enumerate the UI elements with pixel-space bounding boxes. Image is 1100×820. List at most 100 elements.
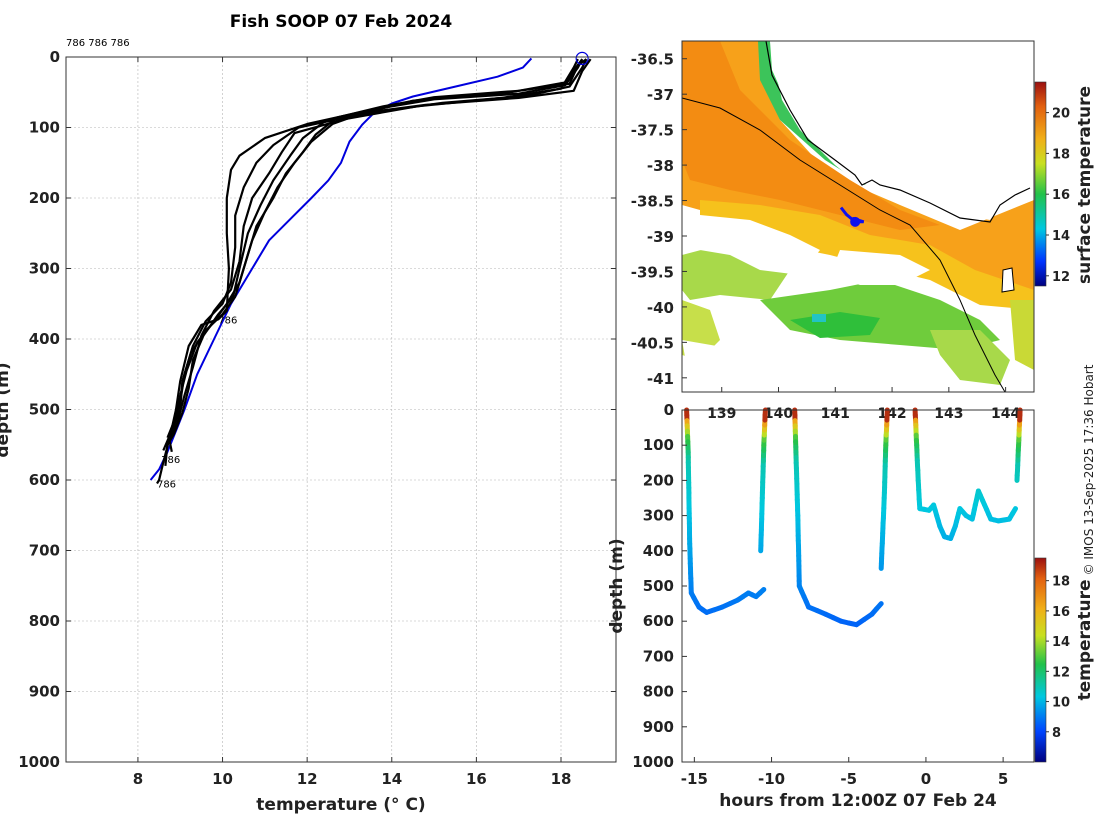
section-casts <box>684 407 1023 628</box>
profile-y-tick-label: 500 <box>29 401 60 419</box>
section-colorbar-tick-label: 12 <box>1052 665 1070 680</box>
profile-y-tick-label: 800 <box>29 612 60 630</box>
section-colorbar-tick-label: 14 <box>1052 635 1070 650</box>
profile-start-marker <box>575 51 589 66</box>
profile-cast-label: 786 <box>157 480 176 491</box>
profile-series <box>149 51 592 485</box>
section-y-label: depth (m) <box>607 538 627 633</box>
section-ticks: -15 -10 -5 0 5010020030040050060070080090010… <box>632 401 1008 788</box>
sst-south-patch-5 <box>930 330 1010 385</box>
section-x-tick-label: 0 <box>921 770 931 788</box>
map-y-tick-label: -37 <box>647 86 674 104</box>
map-colorbar <box>1034 81 1047 287</box>
profile-cast-label: 786 <box>218 315 237 326</box>
profile-y-tick-label: 300 <box>29 260 60 278</box>
map-colorbar-ticks: 12 14 16 18 20 <box>1046 107 1070 285</box>
sst-warm-region <box>682 41 1034 300</box>
section-y-tick-label: 600 <box>643 612 674 630</box>
map-y-tick-label: -39.5 <box>631 263 674 281</box>
sst-hot-region <box>682 41 940 230</box>
map-y-tick-label: -40 <box>647 299 674 317</box>
map-x-tick-label: 141 <box>821 406 850 422</box>
section-y-tick-label: 500 <box>643 577 674 595</box>
ship-track-marker <box>850 216 861 227</box>
profile-y-tick-label: 1000 <box>18 753 60 771</box>
section-x-tick-label: -15 <box>681 770 708 788</box>
section-cast-segment <box>1009 506 1018 517</box>
profile-line-cast-5 <box>162 58 584 451</box>
map-y-tick-label: -38 <box>647 157 674 175</box>
profile-x-tick-label: 14 <box>381 770 402 788</box>
sst-cloud-2 <box>830 250 930 285</box>
section-colorbar-ticks: 8 10 12 14 16 18 <box>1046 575 1070 741</box>
map-coastline <box>765 41 1031 223</box>
profile-x-tick-label: 10 <box>212 770 233 788</box>
section-x-tick-label: 5 <box>998 770 1008 788</box>
map-panel: -36.5 -37 -37.5 -38 -38.5 -39 -39.5 -40 -40.5 -41… <box>631 40 1095 422</box>
profile-x-tick-label: 8 <box>133 770 143 788</box>
map-field <box>682 41 1034 392</box>
map-x-tick-label: 144 <box>991 406 1020 422</box>
section-y-tick-label: 300 <box>643 507 674 525</box>
profile-y-tick-label: 700 <box>29 542 60 560</box>
section-cast-segment <box>874 601 884 612</box>
profile-y-tick-label: 400 <box>29 330 60 348</box>
map-colorbar-tick-label: 16 <box>1052 188 1070 203</box>
map-colorbar-tick-label: 18 <box>1052 147 1070 162</box>
page-title: Fish SOOP 07 Feb 2024 <box>230 12 453 32</box>
map-x-tick-label: 142 <box>877 406 906 422</box>
profile-line-cast-1 <box>156 58 584 485</box>
profile-grid <box>66 56 616 763</box>
section-x-label: hours from 12:00Z 07 Feb 24 <box>719 791 997 811</box>
map-colorbar-tick-label: 14 <box>1052 229 1070 244</box>
section-y-tick-label: 1000 <box>632 753 674 771</box>
section-y-tick-label: 200 <box>643 471 674 489</box>
credit-text: © IMOS 13-Sep-2025 17:36 Hobart <box>1082 364 1096 575</box>
profile-line-cast-6 <box>166 58 588 439</box>
section-colorbar <box>1034 557 1047 763</box>
sst-cool-spot <box>812 314 826 322</box>
map-axes-frame <box>681 40 1035 393</box>
section-colorbar-tick-label: 16 <box>1052 605 1070 620</box>
section-panel: -15 -10 -5 0 5010020030040050060070080090010… <box>607 401 1095 811</box>
section-colorbar-tick-label: 10 <box>1052 696 1070 711</box>
profile-y-tick-label: 200 <box>29 189 60 207</box>
map-isobath <box>682 97 1006 392</box>
ship-track <box>839 206 865 227</box>
section-colorbar-tick-label: 8 <box>1052 726 1061 741</box>
map-colorbar-tick-label: 12 <box>1052 270 1070 285</box>
section-y-tick-label: 900 <box>643 718 674 736</box>
section-y-tick-label: 400 <box>643 542 674 560</box>
map-y-tick-label: -37.5 <box>631 122 674 140</box>
section-axes-frame <box>681 409 1035 763</box>
map-island <box>1001 267 1015 293</box>
map-y-tick-label: -38.5 <box>631 193 674 211</box>
profile-cast-label: 786 <box>161 455 180 466</box>
profile-x-tick-label: 12 <box>297 770 318 788</box>
profile-top-label: 786 786 786 <box>66 38 130 49</box>
sst-cloud-1 <box>700 215 820 275</box>
profile-x-label: temperature (° C) <box>256 795 425 815</box>
map-y-tick-label: -39 <box>647 228 674 246</box>
section-x-tick-label: -5 <box>840 770 857 788</box>
map-x-tick-label: 140 <box>764 406 793 422</box>
map-colorbar-tick-label: 20 <box>1052 107 1070 122</box>
profile-x-tick-label: 16 <box>466 770 487 788</box>
profile-x-tick-label: 18 <box>551 770 572 788</box>
profile-annotations: 786 786 786 <box>157 315 237 490</box>
map-x-tick-label: 143 <box>934 406 963 422</box>
map-colorbar-label: surface temperature <box>1075 86 1095 284</box>
section-colorbar-label: temperature <box>1075 579 1095 700</box>
map-y-tick-label: -40.5 <box>631 334 674 352</box>
map-x-tick-label: 139 <box>707 406 736 422</box>
profile-line-cast-4 <box>166 58 592 446</box>
profile-y-tick-label: 600 <box>29 471 60 489</box>
sst-cloud-3 <box>682 340 760 392</box>
profile-y-tick-label: 100 <box>29 119 60 137</box>
section-y-tick-label: 0 <box>664 401 674 419</box>
sst-south-patch-6 <box>1010 300 1034 370</box>
section-y-tick-label: 800 <box>643 683 674 701</box>
section-y-tick-label: 100 <box>643 436 674 454</box>
profile-y-tick-label: 900 <box>29 683 60 701</box>
